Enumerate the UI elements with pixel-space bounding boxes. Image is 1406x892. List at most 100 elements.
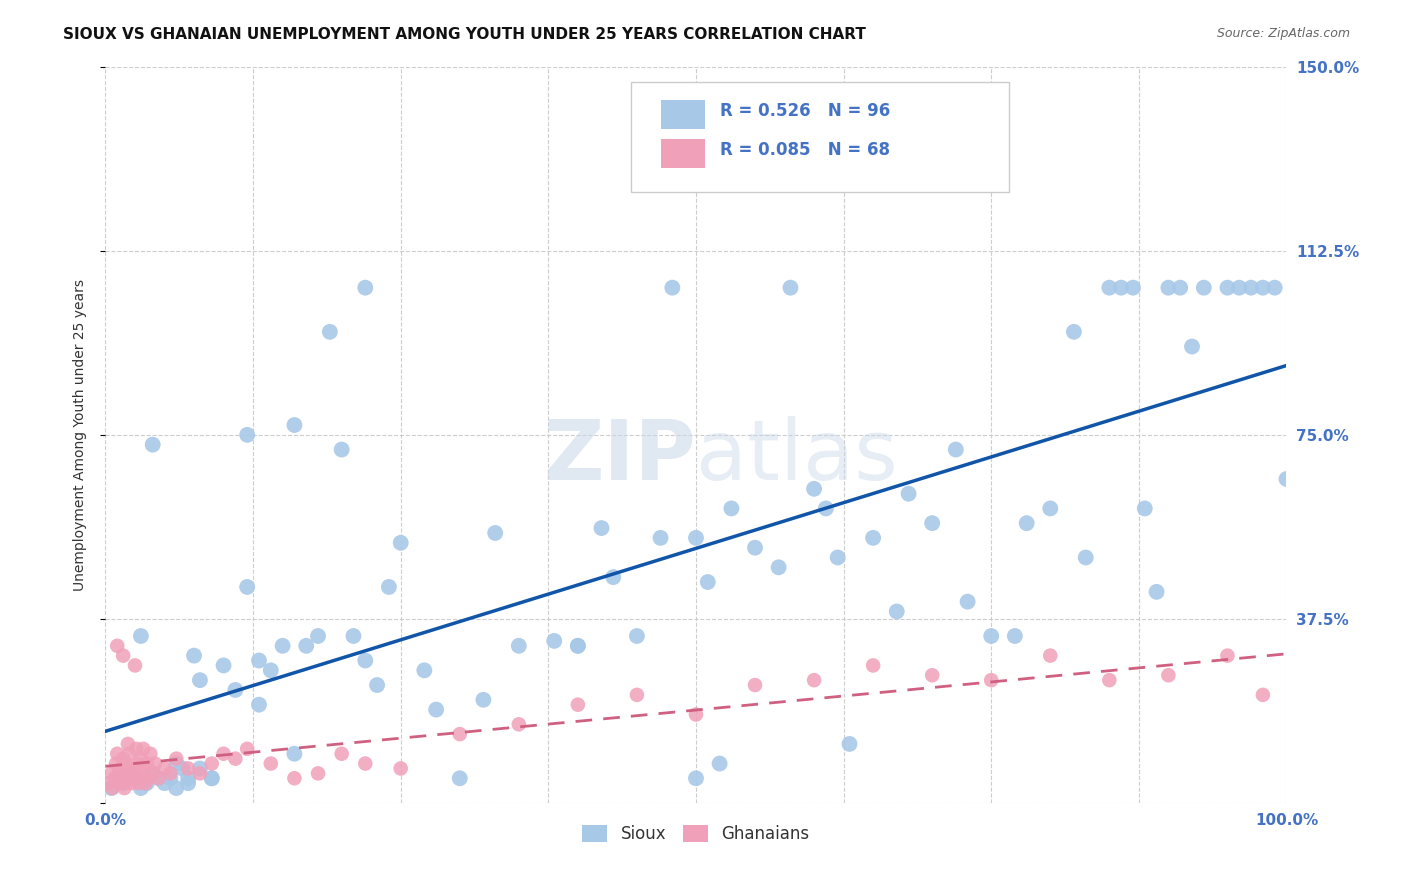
Point [366,678,388,692]
FancyBboxPatch shape [631,81,1010,192]
Point [188,762,211,776]
Point [1264,281,1286,295]
Point [121,762,143,776]
Point [862,658,884,673]
Point [105,756,128,771]
Point [124,771,146,786]
Point [247,698,270,712]
Point [1216,648,1239,663]
Point [153,776,176,790]
Point [183,648,205,663]
Point [108,776,131,790]
Point [626,629,648,643]
Point [897,487,920,501]
Point [472,692,495,706]
Point [165,756,187,771]
Point [330,747,353,761]
Point [142,437,165,451]
Point [1146,585,1168,599]
Point [139,747,162,761]
Point [980,673,1002,688]
Point [104,771,127,786]
Point [378,580,401,594]
Point [685,771,707,786]
Point [177,776,200,790]
Point [135,756,157,771]
Point [142,766,165,780]
Point [295,639,318,653]
Point [188,766,211,780]
Point [354,281,377,295]
Point [1074,550,1097,565]
Point [1098,673,1121,688]
Point [120,776,142,790]
Y-axis label: Unemployment Among Youth under 25 years: Unemployment Among Youth under 25 years [73,279,87,591]
Point [125,742,148,756]
Legend: Sioux, Ghanaians: Sioux, Ghanaians [576,818,815,850]
Point [354,653,377,667]
Point [1275,472,1298,486]
Point [307,629,329,643]
Point [803,673,825,688]
Point [120,766,142,780]
Point [1240,281,1263,295]
Point [1168,281,1191,295]
Point [172,762,194,776]
Point [1109,281,1132,295]
Point [1039,648,1062,663]
Point [886,605,908,619]
Point [115,771,138,786]
Text: Source: ZipAtlas.com: Source: ZipAtlas.com [1216,27,1350,40]
Point [118,747,141,761]
Point [212,747,235,761]
Point [1181,340,1204,354]
Text: SIOUX VS GHANAIAN UNEMPLOYMENT AMONG YOUTH UNDER 25 YEARS CORRELATION CHART: SIOUX VS GHANAIAN UNEMPLOYMENT AMONG YOU… [63,27,866,42]
Point [101,781,124,796]
Point [484,525,506,540]
Point [779,281,801,295]
Point [236,742,259,756]
FancyBboxPatch shape [661,139,706,169]
Point [330,442,353,457]
Point [260,756,283,771]
Point [1015,516,1038,530]
Point [342,629,364,643]
Point [696,575,718,590]
Point [389,762,412,776]
Point [114,756,136,771]
Point [188,673,211,688]
Text: R = 0.085   N = 68: R = 0.085 N = 68 [720,141,890,159]
Point [1251,688,1274,702]
Point [201,771,224,786]
Point [650,531,672,545]
Point [128,776,150,790]
Point [720,501,742,516]
Point [567,639,589,653]
Point [136,771,159,786]
Point [124,658,146,673]
Point [1039,501,1062,516]
Point [1251,281,1274,295]
Point [134,762,156,776]
Point [236,427,259,442]
Point [135,776,157,790]
Point [768,560,790,574]
Point [212,658,235,673]
Point [921,668,943,682]
Point [626,688,648,702]
Point [744,678,766,692]
Text: ZIP: ZIP [544,417,696,498]
Point [307,766,329,780]
Point [236,580,259,594]
Point [319,325,342,339]
Point [591,521,613,535]
Point [661,281,683,295]
Point [159,771,181,786]
Point [1133,501,1156,516]
Point [124,771,146,786]
Point [111,771,134,786]
Point [1122,281,1144,295]
Point [177,762,200,776]
Point [1157,281,1180,295]
Point [143,756,166,771]
